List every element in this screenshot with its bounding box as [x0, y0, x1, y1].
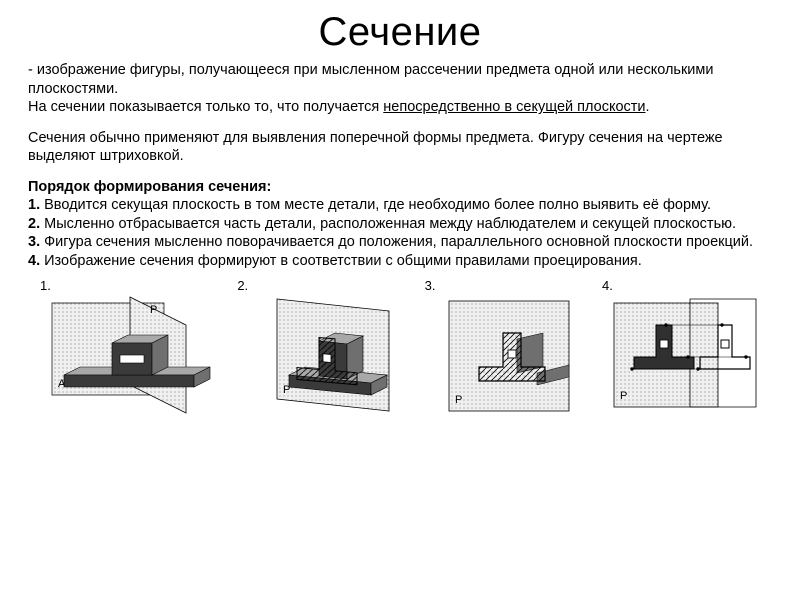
step-4-text: Изображение сечения формируют в соответс… [44, 253, 642, 269]
intro-underlined: непосредственно в секущей плоскости [383, 99, 645, 115]
figure-2-svg: P [231, 295, 411, 425]
order-title: Порядок формирования сечения: [28, 179, 271, 195]
step-2-text: Мысленно отбрасывается часть детали, рас… [44, 216, 736, 232]
body-text: - изображение фигуры, получающееся при м… [28, 61, 772, 270]
figure-1-svg: A P [34, 295, 224, 425]
step-3-text: Фигура сечения мысленно поворачивается д… [44, 234, 753, 250]
figure-2-number: 2. [237, 278, 248, 293]
usage-paragraph: Сечения обычно применяют для выявления п… [28, 129, 772, 166]
figure-3-number: 3. [425, 278, 436, 293]
figures-row: 1. A P [28, 278, 772, 425]
label-p-3: P [455, 394, 462, 406]
figure-3-svg: P [419, 295, 589, 425]
step-3-num: 3. [28, 234, 44, 250]
slide: Сечение - изображение фигуры, получающее… [0, 0, 800, 425]
page-title: Сечение [28, 10, 772, 55]
label-p-1: P [150, 304, 157, 316]
label-p-4: P [620, 390, 627, 402]
step-4-num: 4. [28, 253, 44, 269]
figure-2: 2. P [231, 278, 411, 425]
intro-line-1: - изображение фигуры, получающееся при м… [28, 62, 713, 97]
order-block: Порядок формирования сечения: 1. Вводитс… [28, 178, 772, 271]
figure-1: 1. A P [34, 278, 224, 425]
figure-1-number: 1. [40, 278, 51, 293]
step-1-num: 1. [28, 197, 44, 213]
figure-3: 3. P [419, 278, 589, 425]
intro-paragraph: - изображение фигуры, получающееся при м… [28, 61, 772, 117]
figure-4-svg: P [596, 295, 766, 425]
figure-4-number: 4. [602, 278, 613, 293]
figure-4: 4. P [596, 278, 766, 425]
step-1-text: Вводится секущая плоскость в том месте д… [44, 197, 711, 213]
intro-line-2a: На сечении показывается только то, что п… [28, 99, 383, 115]
intro-line-2c: . [646, 99, 650, 115]
step-2-num: 2. [28, 216, 44, 232]
